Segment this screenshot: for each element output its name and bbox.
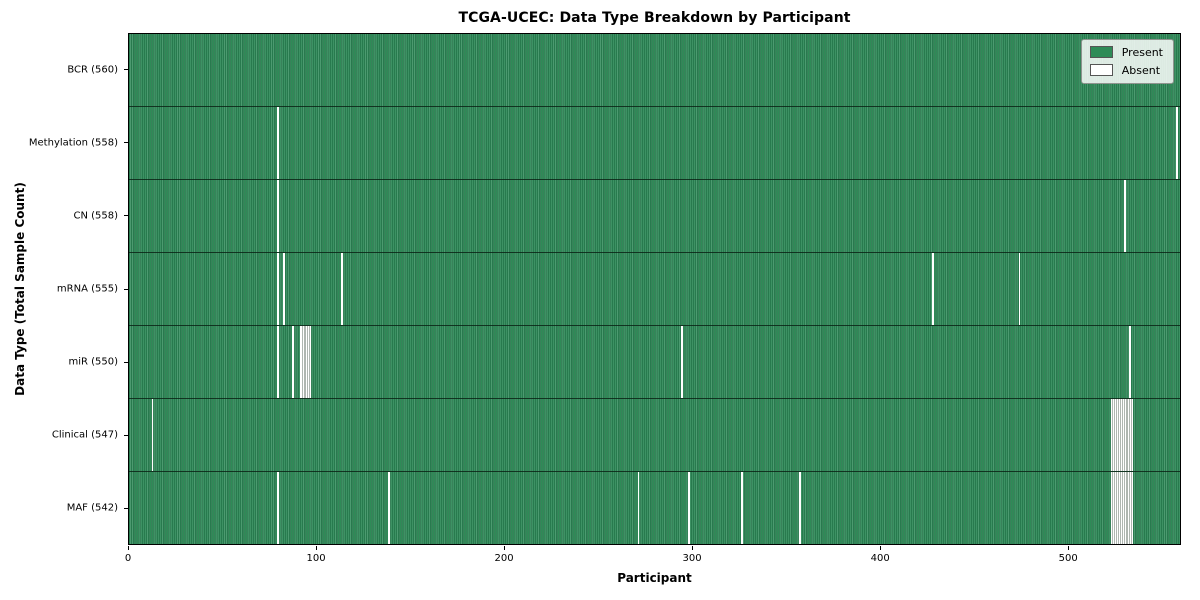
absent-stripe <box>277 107 280 179</box>
absent-color-swatch <box>1089 64 1113 76</box>
absent-stripe <box>1112 472 1115 544</box>
x-tick-label: 400 <box>870 553 890 564</box>
absent-stripe <box>292 326 295 398</box>
y-tick-label: Clinical (547) <box>51 429 118 441</box>
absent-stripe <box>1127 399 1130 471</box>
absent-stripe <box>1129 326 1132 398</box>
heatmap-row-mir <box>129 325 1180 398</box>
absent-stripe <box>307 326 310 398</box>
y-axis: BCR (560) Methylation (558) CN (558) mRNA (… <box>0 33 128 545</box>
heatmap-row-mrna <box>129 252 1180 325</box>
absent-stripe <box>1119 472 1122 544</box>
legend-item-present: Present <box>1089 45 1163 59</box>
present-color-swatch <box>1089 46 1113 58</box>
y-tick-mark <box>124 142 128 144</box>
absent-stripe <box>305 326 308 398</box>
absent-stripe <box>1129 399 1132 471</box>
absent-stripe <box>282 253 285 325</box>
heatmap-row-maf <box>129 471 1180 544</box>
absent-stripe <box>1125 472 1128 544</box>
absent-stripe <box>299 326 302 398</box>
y-tick-mark <box>124 215 128 217</box>
absent-stripe <box>688 472 691 544</box>
y-tick-label: miR (550) <box>68 356 118 368</box>
x-tick-mark <box>316 546 318 550</box>
absent-stripe <box>303 326 306 398</box>
legend-label-present: Present <box>1121 45 1163 59</box>
chart-title: TCGA-UCEC: Data Type Breakdown by Partic… <box>458 10 851 26</box>
absent-stripe <box>277 180 280 252</box>
absent-stripe <box>1127 472 1130 544</box>
x-tick-mark <box>880 546 882 550</box>
absent-stripe <box>799 472 801 544</box>
heatmap-rows <box>129 34 1180 544</box>
heatmap-row-cn <box>129 179 1180 252</box>
y-tick-label: MAF (542) <box>66 502 118 514</box>
absent-stripe <box>387 472 390 544</box>
y-tick-label: BCR (560) <box>67 64 118 76</box>
absent-stripe <box>309 326 312 398</box>
absent-stripe <box>1131 399 1134 471</box>
absent-stripe <box>1119 399 1122 471</box>
absent-stripe <box>1131 472 1134 544</box>
absent-stripe <box>301 326 304 398</box>
absent-stripe <box>1114 399 1117 471</box>
absent-stripe <box>277 326 280 398</box>
absent-stripe <box>1125 399 1128 471</box>
x-axis-label: Participant <box>617 571 692 585</box>
absent-stripe <box>277 253 280 325</box>
absent-stripe <box>1123 180 1126 252</box>
absent-stripe <box>1112 399 1115 471</box>
y-tick-label: mRNA (555) <box>56 283 118 295</box>
heatmap-row-clinical <box>129 398 1180 471</box>
absent-stripe <box>1129 472 1132 544</box>
legend-item-absent: Absent <box>1089 63 1163 77</box>
y-tick-mark <box>124 361 128 363</box>
x-tick-label: 0 <box>124 553 132 564</box>
y-tick-mark <box>124 507 128 509</box>
absent-stripe <box>740 472 743 544</box>
absent-stripe <box>277 472 280 544</box>
x-tick-mark <box>128 546 129 550</box>
absent-stripe <box>1121 472 1124 544</box>
heatmap-row-methylation <box>129 106 1180 179</box>
y-tick-mark <box>124 69 128 71</box>
y-tick-mark <box>124 434 128 436</box>
absent-stripe <box>680 326 683 398</box>
absent-stripe <box>1121 399 1124 471</box>
x-tick-label: 200 <box>494 553 514 564</box>
x-tick-label: 500 <box>1058 553 1078 564</box>
y-tick-label: CN (558) <box>73 210 118 222</box>
plot-area: Present Absent <box>128 33 1181 545</box>
x-tick-label: 300 <box>682 553 702 564</box>
x-axis: 0 100 200 300 400 500 <box>124 545 1181 571</box>
legend-label-absent: Absent <box>1121 63 1161 77</box>
y-tick-label: Methylation (558) <box>28 137 118 149</box>
x-tick-mark <box>692 546 694 550</box>
absent-stripe <box>637 472 640 544</box>
legend: Present Absent <box>1080 39 1174 84</box>
absent-stripe <box>1110 399 1113 471</box>
x-tick-mark <box>1068 546 1070 550</box>
absent-stripe <box>1018 253 1021 325</box>
absent-stripe <box>1116 399 1119 471</box>
absent-stripe <box>1110 472 1113 544</box>
absent-stripe <box>1123 399 1126 471</box>
absent-stripe <box>932 253 935 325</box>
heatmap-row-bcr <box>129 34 1180 106</box>
y-tick-mark <box>124 288 128 290</box>
absent-stripe <box>1118 399 1120 471</box>
x-tick-mark <box>504 546 506 550</box>
absent-stripe <box>1118 472 1120 544</box>
absent-stripe <box>1123 472 1126 544</box>
absent-stripe <box>1116 472 1119 544</box>
absent-stripe <box>1114 472 1117 544</box>
absent-stripe <box>151 399 154 471</box>
x-tick-label: 100 <box>306 553 326 564</box>
absent-stripe <box>1176 107 1179 179</box>
absent-stripe <box>341 253 343 325</box>
